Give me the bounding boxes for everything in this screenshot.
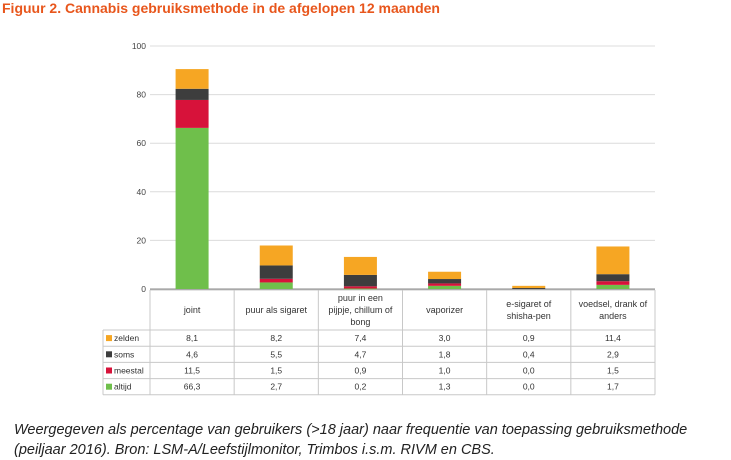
category-label: vaporizer (426, 305, 463, 315)
data-value: 2,7 (270, 382, 282, 392)
data-value: 0,0 (523, 382, 535, 392)
data-value: 0,9 (355, 366, 367, 376)
legend-label: soms (114, 349, 134, 359)
category-label: e-sigaret of (506, 299, 552, 309)
bar-segment (175, 69, 209, 89)
bar-segment (596, 274, 630, 282)
legend-label: altijd (114, 382, 132, 392)
bar-segment (343, 274, 377, 287)
data-value: 4,6 (186, 349, 198, 359)
legend-swatch (106, 383, 112, 390)
category-label: puur als sigaret (245, 305, 307, 315)
figure-title: Figuur 2. Cannabis gebruiksmethode in de… (2, 0, 440, 16)
data-value: 5,5 (270, 349, 282, 359)
data-value: 1,5 (270, 366, 282, 376)
data-value: 1,0 (439, 366, 451, 376)
data-value: 2,9 (607, 349, 619, 359)
bar-segment (512, 288, 546, 289)
data-value: 66,3 (184, 382, 201, 392)
legend-label: meestal (114, 366, 144, 376)
data-value: 4,7 (355, 349, 367, 359)
data-value: 8,2 (270, 333, 282, 343)
y-tick-label: 80 (137, 90, 147, 100)
bar-segment (259, 282, 293, 289)
bar-segment (596, 246, 630, 275)
category-label: anders (599, 311, 627, 321)
bar-segment (428, 283, 462, 286)
y-tick-label: 20 (137, 235, 147, 245)
y-tick-label: 60 (137, 138, 147, 148)
data-value: 11,4 (605, 333, 621, 343)
bar-segment (175, 127, 209, 290)
data-value: 1,3 (439, 382, 451, 392)
y-tick-label: 40 (137, 187, 147, 197)
bar-segment (175, 88, 209, 100)
legend-swatch (106, 335, 112, 342)
data-value: 0,9 (523, 333, 535, 343)
caption-line-1: Weergegeven als percentage van gebruiker… (14, 422, 688, 438)
y-tick-label: 100 (132, 41, 146, 51)
data-value: 1,7 (607, 382, 619, 392)
category-label: pijpje, chillum of (328, 305, 393, 315)
category-label: bong (350, 317, 370, 327)
y-tick-label: 0 (141, 284, 146, 294)
bar-segment (175, 99, 209, 128)
category-label: joint (183, 305, 201, 315)
bar-segment (596, 281, 630, 285)
bar-segment (343, 288, 377, 290)
legend-label: zelden (114, 333, 139, 343)
data-value: 11,5 (184, 366, 200, 376)
data-value: 1,8 (439, 349, 451, 359)
bar-segment (428, 285, 462, 289)
data-value: 3,0 (439, 333, 451, 343)
category-label: puur in een (338, 293, 383, 303)
data-value: 1,5 (607, 366, 619, 376)
data-value: 8,1 (186, 333, 198, 343)
legend-swatch (106, 367, 112, 374)
category-label: voedsel, drank of (579, 299, 648, 309)
bar-segment (512, 285, 546, 289)
legend-swatch (106, 351, 112, 358)
bar-segment (428, 271, 462, 280)
stacked-bar-chart: 0 20 40 60 80 100 joint puur als sigaret puur in… (102, 41, 656, 396)
category-label: shisha-pen (507, 311, 551, 321)
bar-segment (343, 286, 377, 289)
bar-segment (596, 284, 630, 289)
bar-segment (259, 245, 293, 266)
caption-line-2: (peiljaar 2016). Bron: LSM-A/Leefstijlmo… (14, 442, 495, 458)
figure-caption: Weergegeven als percentage van gebruiker… (14, 420, 730, 460)
bar-segment (259, 278, 293, 283)
data-value: 0,4 (523, 349, 535, 359)
data-value: 0,0 (523, 366, 535, 376)
data-value: 0,2 (355, 382, 367, 392)
bar-segment (259, 265, 293, 279)
bar-segment (428, 279, 462, 284)
data-value: 7,4 (355, 333, 367, 343)
bar-segment (343, 256, 377, 275)
